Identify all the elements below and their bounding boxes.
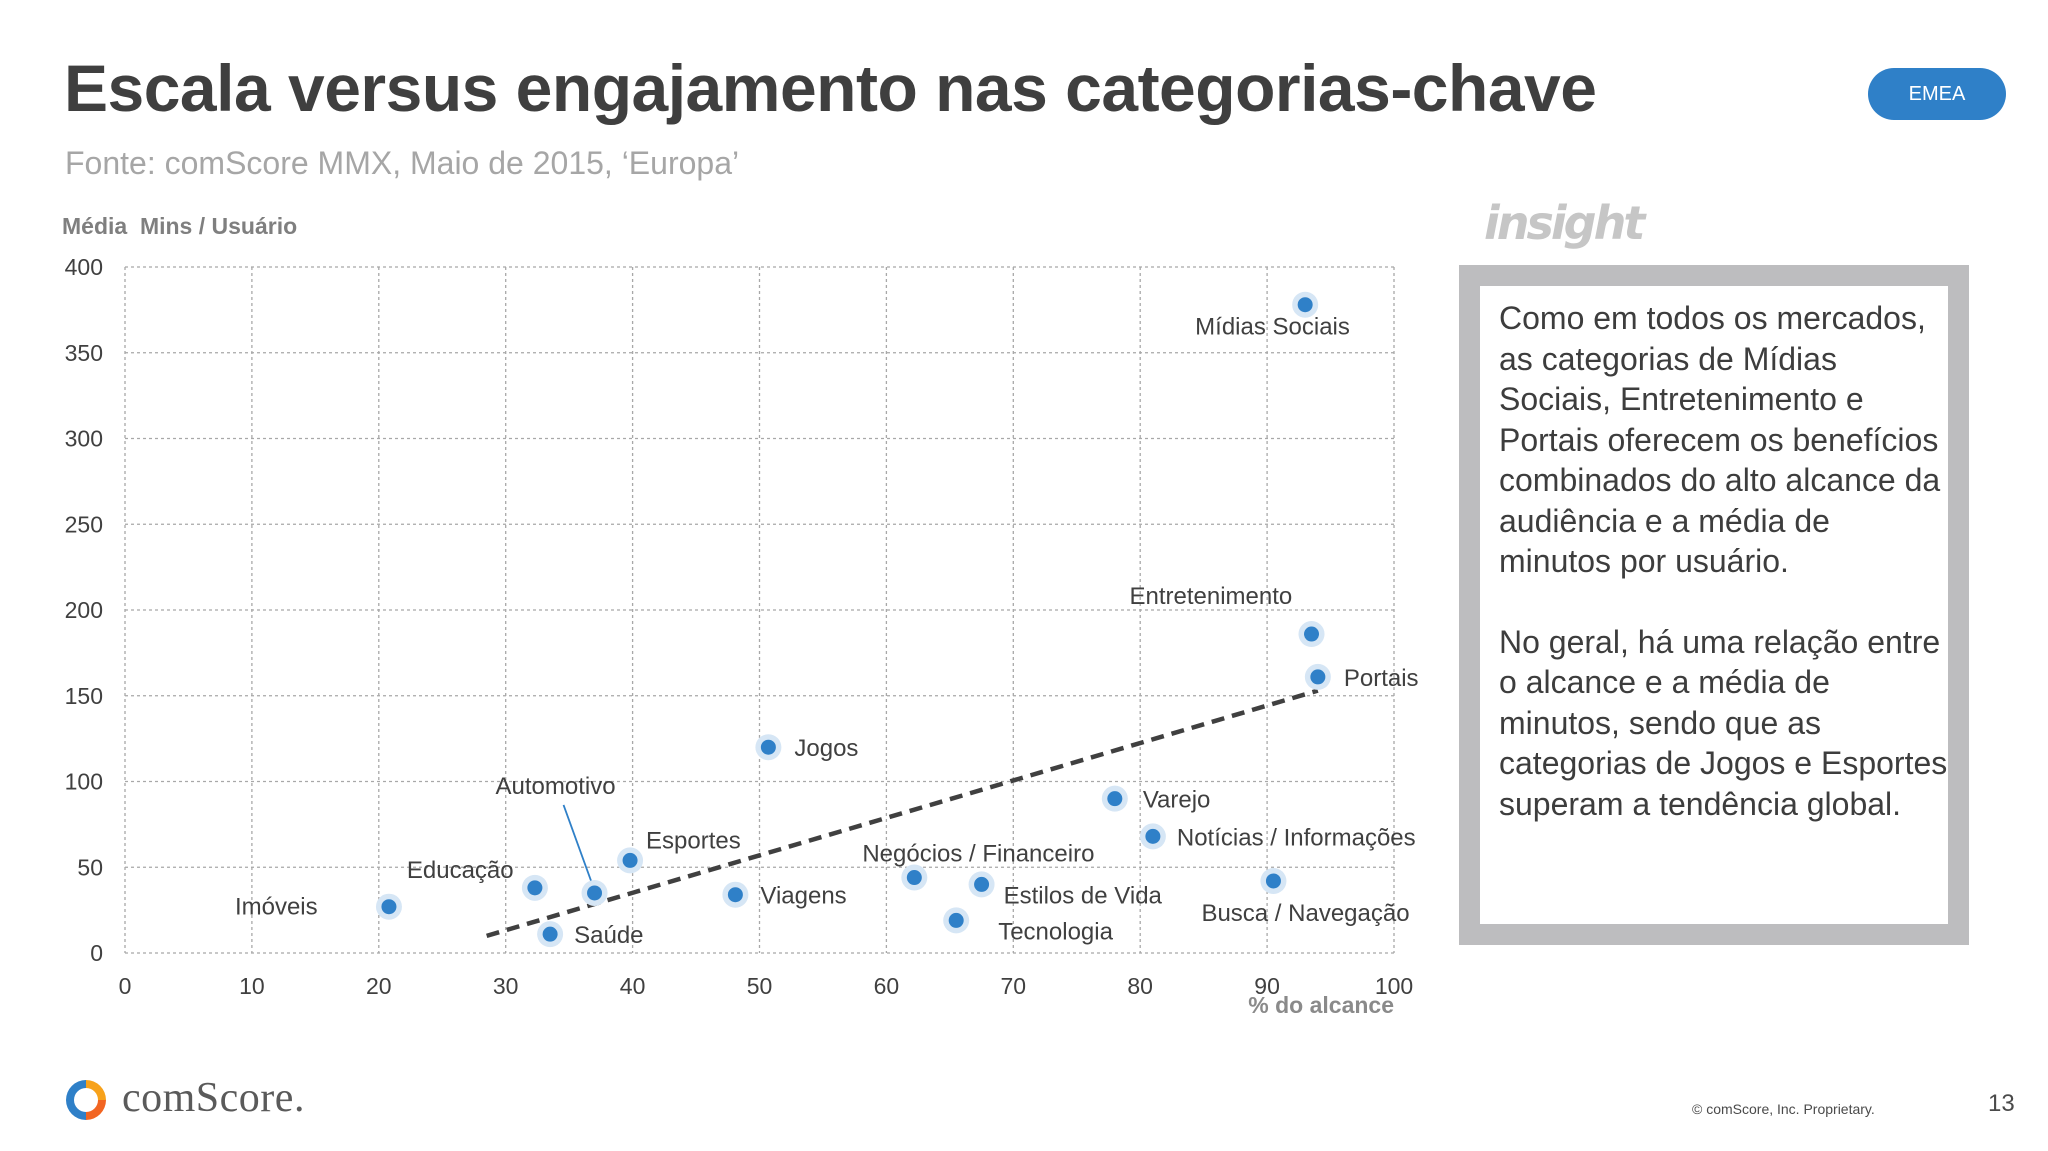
data-label-varejo: Varejo [1143,787,1211,814]
x-tick-label: 20 [366,973,392,999]
data-label-noticias-informacoes: Notícias / Informações [1177,824,1416,851]
page-number: 13 [1988,1090,2015,1117]
y-tick-label: 50 [77,854,103,880]
insight-text: Como em todos os mercados, as categorias… [1499,298,1949,864]
trendline-layer [486,688,1319,939]
data-label-negocios-financeiro: Negócios / Financeiro [862,841,1094,868]
y-tick-label: 400 [65,254,103,280]
x-axis-title: % do alcance [1248,992,1394,1018]
data-label-imoveis: Imóveis [235,894,318,921]
x-tick-label: 80 [1127,973,1153,999]
data-point-viagens [727,887,743,903]
data-point-automotivo [587,885,603,901]
x-tick-label: 60 [874,973,900,999]
data-label-automotivo: Automotivo [496,773,616,800]
x-tick-label: 30 [493,973,519,999]
data-label-saude: Saúde [574,922,643,949]
data-point-entretenimento [1304,626,1320,642]
x-tick-label: 100 [1375,973,1413,999]
data-point-estilos-de-vida [974,876,990,892]
data-point-negocios-financeiro [906,870,922,886]
y-tick-label: 300 [65,426,103,452]
data-point-midias-sociais [1297,297,1313,313]
x-tick-label: 0 [119,973,132,999]
trendline [486,688,1319,939]
data-point-educacao [527,880,543,896]
data-point-portais [1310,669,1326,685]
callout-line-automotivo [562,804,594,886]
source-subtitle: Fonte: comScore MMX, Maio de 2015, ‘Euro… [65,145,740,181]
y-tick-label: 100 [65,769,103,795]
x-tick-label: 70 [1001,973,1027,999]
insight-paragraph-2: No geral, há uma relação entre o alcance… [1499,623,1948,822]
comscore-logo-icon [66,1080,106,1120]
insight-paragraph-1: Como em todos os mercados, as categorias… [1499,300,1941,579]
x-tick-label: 50 [747,973,773,999]
point-labels: Mídias Sociais Entretenimento Portais Jogos… [235,314,1419,949]
data-label-viagens: Viagens [760,883,846,910]
y-tick-label: 350 [65,340,103,366]
data-point-noticias-informacoes [1145,828,1161,844]
data-label-estilos-de-vida: Estilos de Vida [1004,882,1163,909]
data-label-educacao: Educação [407,857,514,884]
y-tick-label: 0 [90,940,103,966]
comscore-brand: comScore. [122,1075,305,1121]
data-label-esportes: Esportes [646,827,741,854]
x-tick-label: 40 [620,973,646,999]
insight-panel [1459,265,1969,945]
data-label-midias-sociais: Mídias Sociais [1195,314,1350,341]
data-label-busca-navegacao: Busca / Navegação [1201,900,1409,927]
data-points [375,291,1331,948]
data-label-entretenimento: Entretenimento [1130,583,1293,610]
y-tick-label: 150 [65,683,103,709]
data-label-tecnologia: Tecnologia [998,918,1113,945]
copyright: © comScore, Inc. Proprietary. [1692,1101,1875,1117]
x-tick-label: 90 [1254,973,1280,999]
insight-logo: insight [1484,196,1645,250]
x-tick-label: 10 [239,973,265,999]
data-point-esportes [622,852,638,868]
tick-labels: 0 10 20 30 40 50 60 70 80 90 100 0 50 100 150 200 250 300… [65,254,1414,999]
data-point-varejo [1107,791,1123,807]
data-label-jogos: Jogos [794,735,858,762]
data-point-jogos [760,739,776,755]
data-point-busca-navegacao [1265,873,1281,889]
region-badge[interactable]: EMEA [1868,68,2006,120]
data-label-portais: Portais [1344,665,1419,692]
callout-layer [562,804,594,886]
data-point-imoveis [381,899,397,915]
y-axis-title: Média Mins / Usuário [62,213,297,239]
gridlines [124,266,1395,954]
page-title: Escala versus engajamento nas categorias… [64,51,1597,125]
y-tick-label: 250 [65,511,103,537]
data-point-saude [542,926,558,942]
data-point-tecnologia [948,912,964,928]
y-tick-label: 200 [65,597,103,623]
